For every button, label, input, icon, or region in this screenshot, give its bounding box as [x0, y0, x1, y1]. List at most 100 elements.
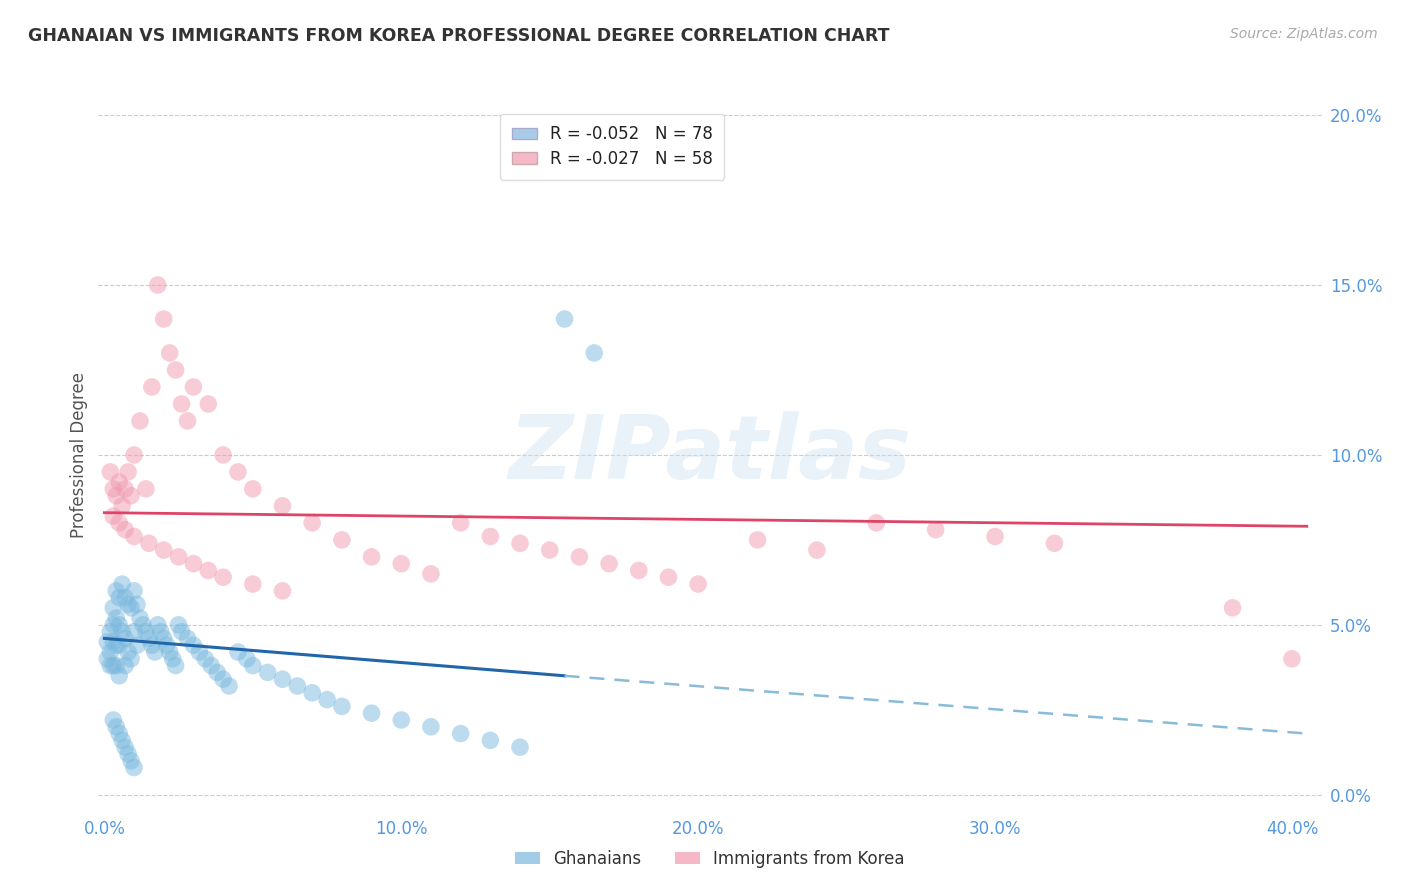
Point — [865, 516, 887, 530]
Point — [152, 543, 174, 558]
Point — [509, 740, 531, 755]
Point — [138, 632, 160, 646]
Point — [583, 346, 606, 360]
Point — [554, 312, 576, 326]
Point — [114, 482, 136, 496]
Text: Source: ZipAtlas.com: Source: ZipAtlas.com — [1230, 27, 1378, 41]
Point — [108, 726, 131, 740]
Point — [360, 549, 382, 564]
Point — [122, 529, 145, 543]
Point — [149, 624, 172, 639]
Legend: Ghanaians, Immigrants from Korea: Ghanaians, Immigrants from Korea — [509, 844, 911, 875]
Point — [108, 475, 131, 489]
Point — [197, 564, 219, 578]
Point — [96, 635, 118, 649]
Point — [301, 686, 323, 700]
Point — [98, 624, 121, 639]
Point — [188, 645, 211, 659]
Point — [509, 536, 531, 550]
Point — [108, 516, 131, 530]
Point — [156, 638, 179, 652]
Point — [120, 600, 142, 615]
Point — [132, 617, 155, 632]
Point — [114, 632, 136, 646]
Point — [108, 638, 131, 652]
Point — [170, 397, 193, 411]
Point — [450, 726, 472, 740]
Point — [271, 583, 294, 598]
Point — [114, 658, 136, 673]
Point — [122, 583, 145, 598]
Point — [103, 509, 125, 524]
Point — [105, 638, 128, 652]
Point — [98, 645, 121, 659]
Point — [301, 516, 323, 530]
Point — [200, 658, 222, 673]
Point — [103, 617, 125, 632]
Point — [330, 533, 353, 547]
Point — [218, 679, 240, 693]
Point — [117, 747, 139, 761]
Point — [117, 465, 139, 479]
Point — [98, 465, 121, 479]
Point — [316, 692, 339, 706]
Point — [170, 624, 193, 639]
Point — [183, 557, 205, 571]
Point — [360, 706, 382, 721]
Point — [167, 549, 190, 564]
Point — [1043, 536, 1066, 550]
Point — [103, 600, 125, 615]
Point — [924, 523, 946, 537]
Point — [105, 611, 128, 625]
Point — [114, 591, 136, 605]
Point — [420, 566, 443, 581]
Point — [114, 740, 136, 755]
Point — [111, 499, 134, 513]
Point — [117, 598, 139, 612]
Point — [1222, 600, 1244, 615]
Text: GHANAIAN VS IMMIGRANTS FROM KOREA PROFESSIONAL DEGREE CORRELATION CHART: GHANAIAN VS IMMIGRANTS FROM KOREA PROFES… — [28, 27, 890, 45]
Point — [105, 720, 128, 734]
Point — [152, 312, 174, 326]
Point — [285, 679, 308, 693]
Text: ZIPatlas: ZIPatlas — [509, 411, 911, 499]
Point — [389, 557, 412, 571]
Point — [122, 624, 145, 639]
Point — [194, 652, 217, 666]
Point — [420, 720, 443, 734]
Point — [162, 652, 184, 666]
Point — [120, 754, 142, 768]
Point — [135, 624, 157, 639]
Point — [122, 448, 145, 462]
Point — [176, 414, 198, 428]
Point — [138, 536, 160, 550]
Point — [141, 638, 163, 652]
Point — [103, 713, 125, 727]
Point — [479, 529, 502, 543]
Point — [256, 665, 278, 680]
Point — [105, 583, 128, 598]
Point — [129, 611, 152, 625]
Point — [1281, 652, 1303, 666]
Point — [226, 645, 249, 659]
Point — [806, 543, 828, 558]
Point — [242, 482, 264, 496]
Point — [205, 665, 228, 680]
Point — [125, 598, 148, 612]
Point — [657, 570, 679, 584]
Point — [242, 577, 264, 591]
Point — [167, 617, 190, 632]
Point — [96, 652, 118, 666]
Point — [125, 638, 148, 652]
Point — [159, 346, 181, 360]
Point — [108, 591, 131, 605]
Point — [108, 669, 131, 683]
Point — [747, 533, 769, 547]
Point — [242, 658, 264, 673]
Point — [627, 564, 650, 578]
Point — [226, 465, 249, 479]
Point — [165, 363, 187, 377]
Point — [120, 489, 142, 503]
Point — [146, 617, 169, 632]
Point — [135, 482, 157, 496]
